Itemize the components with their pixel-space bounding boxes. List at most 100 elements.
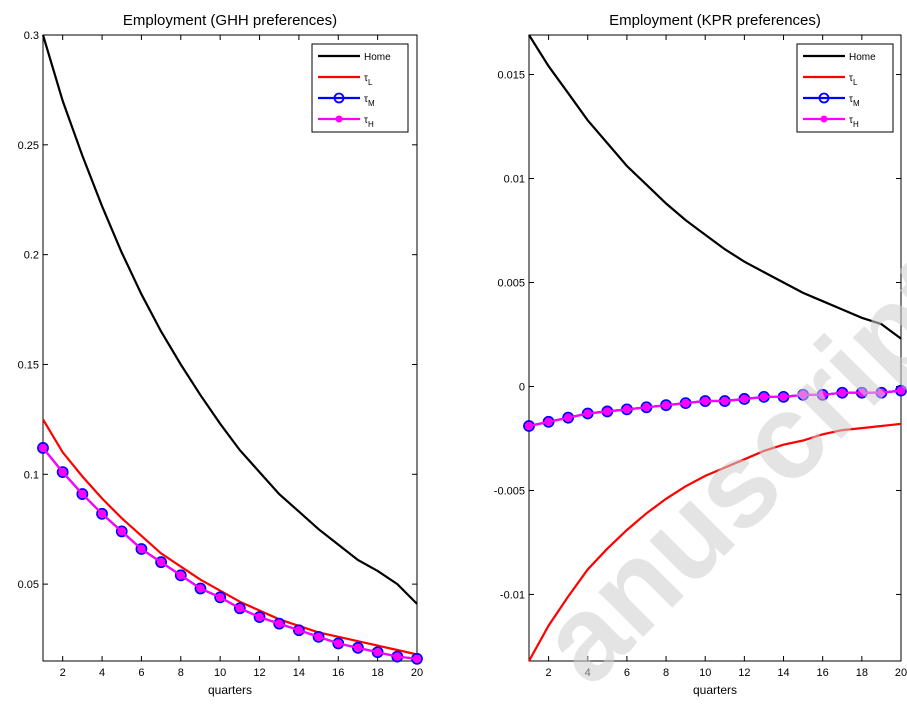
x-tick-label: 16 <box>817 667 829 679</box>
series-line-home <box>528 34 902 340</box>
x-tick-label: 8 <box>663 667 669 679</box>
legend-label-sub: L <box>853 78 858 87</box>
legend-label: Home <box>849 52 876 63</box>
x-tick-label: 6 <box>624 667 630 679</box>
data-point-tau-h <box>235 604 244 613</box>
data-point-tau-m <box>76 488 89 500</box>
data-point-tau-h <box>176 571 185 580</box>
legend-label-sub: M <box>853 99 860 108</box>
y-tick-label: 0.25 <box>18 140 39 152</box>
x-tick-label: 10 <box>699 667 711 679</box>
legend-marker <box>335 115 343 123</box>
data-point-tau-m <box>273 617 286 630</box>
legend-label-main: τ <box>849 115 853 126</box>
data-point-tau-h <box>353 643 363 652</box>
data-point-tau-m <box>155 556 168 569</box>
legend-label-main: τ <box>364 73 368 84</box>
data-point-tau-h <box>544 417 553 426</box>
legend-marker <box>820 115 828 123</box>
data-point-tau-h <box>799 390 808 399</box>
data-point-tau-h <box>373 648 382 657</box>
data-point-tau-m <box>312 630 325 643</box>
data-point-tau-h <box>294 626 303 635</box>
series-line-tau-h <box>42 447 418 660</box>
data-point-tau-h <box>97 509 107 518</box>
data-point-tau-h <box>137 544 146 554</box>
data-point-tau-h <box>740 394 749 404</box>
data-point-tau-h <box>334 639 343 648</box>
data-point-tau-h <box>38 443 48 453</box>
x-tick-label: 12 <box>253 667 265 679</box>
x-tick-label: 12 <box>738 667 750 679</box>
x-tick-label: 6 <box>138 667 144 679</box>
data-point-tau-h <box>157 558 166 567</box>
x-axis-label: quarters <box>693 683 737 697</box>
legend-label-sub: H <box>853 120 859 129</box>
series-line-tau-l <box>528 422 902 662</box>
x-tick-label: 10 <box>214 667 226 679</box>
data-point-tau-m <box>253 611 266 623</box>
x-tick-label: 18 <box>372 667 384 679</box>
data-point-tau-m <box>115 525 128 538</box>
y-tick-label: 0.3 <box>24 30 39 42</box>
data-point-tau-h <box>216 593 225 602</box>
y-tick-label: 0.1 <box>24 469 39 481</box>
y-tick-label: 0.05 <box>18 579 39 591</box>
data-point-tau-m <box>135 543 148 555</box>
plot-area-frame <box>42 34 418 662</box>
data-point-tau-h <box>196 584 205 593</box>
data-point-tau-h <box>564 413 573 422</box>
legend-label-main: τ <box>849 73 853 84</box>
legend-box <box>311 43 409 133</box>
x-tick-label: 4 <box>585 667 591 679</box>
series-line-tau-m <box>42 447 418 660</box>
data-point-tau-h <box>622 405 631 414</box>
data-point-tau-h <box>275 619 284 628</box>
legend-label-main: τ <box>364 115 368 126</box>
data-point-tau-h <box>720 396 729 406</box>
series-line-tau-l <box>42 418 418 656</box>
y-tick-label: 0 <box>519 381 525 393</box>
data-point-tau-h <box>314 632 323 641</box>
data-point-tau-h <box>583 409 592 418</box>
data-point-tau-h <box>117 527 126 536</box>
legend-label: τH <box>364 115 374 129</box>
legend-marker <box>818 92 830 104</box>
data-point-tau-m <box>233 602 246 615</box>
legend-label-sub: L <box>368 78 373 87</box>
legend-label: τM <box>849 94 860 108</box>
x-tick-label: 4 <box>99 667 105 679</box>
data-point-tau-h <box>681 399 690 408</box>
y-tick-label: 0.2 <box>24 250 39 262</box>
series-line-home <box>41 34 418 605</box>
data-point-tau-h <box>255 612 264 622</box>
data-point-tau-m <box>37 442 49 454</box>
legend-marker <box>333 92 345 104</box>
data-point-tau-h <box>58 468 67 477</box>
x-tick-label: 2 <box>60 667 66 679</box>
x-axis-label: quarters <box>208 683 252 697</box>
data-point-tau-m <box>56 466 69 479</box>
data-point-tau-m <box>292 624 305 637</box>
legend-label-main: τ <box>364 94 368 105</box>
data-point-tau-h <box>412 654 422 663</box>
data-point-tau-h <box>818 390 827 399</box>
x-tick-label: 2 <box>546 667 552 679</box>
y-tick-label: 0.005 <box>497 277 525 289</box>
data-point-tau-h <box>701 396 710 406</box>
legend-label-sub: H <box>368 120 374 129</box>
x-tick-label: 16 <box>332 667 344 679</box>
data-point-tau-h <box>857 388 866 397</box>
chart-panel-kpr: Employment (KPR preferences) 2 4 6 8 10 12 14 16… <box>494 12 907 697</box>
data-point-tau-h <box>838 388 847 397</box>
y-tick-label: -0.005 <box>494 485 525 497</box>
chart-panel-ghh: Employment (GHH preferences) 2 4 6 8 10 12 14 16… <box>18 12 424 697</box>
watermark-text: anuscript <box>514 232 907 700</box>
data-point-tau-h <box>603 407 612 416</box>
data-point-tau-h <box>779 392 788 401</box>
data-point-tau-m <box>96 507 108 520</box>
chart-title: Employment (GHH preferences) <box>123 12 337 29</box>
legend-label: τL <box>364 73 373 87</box>
